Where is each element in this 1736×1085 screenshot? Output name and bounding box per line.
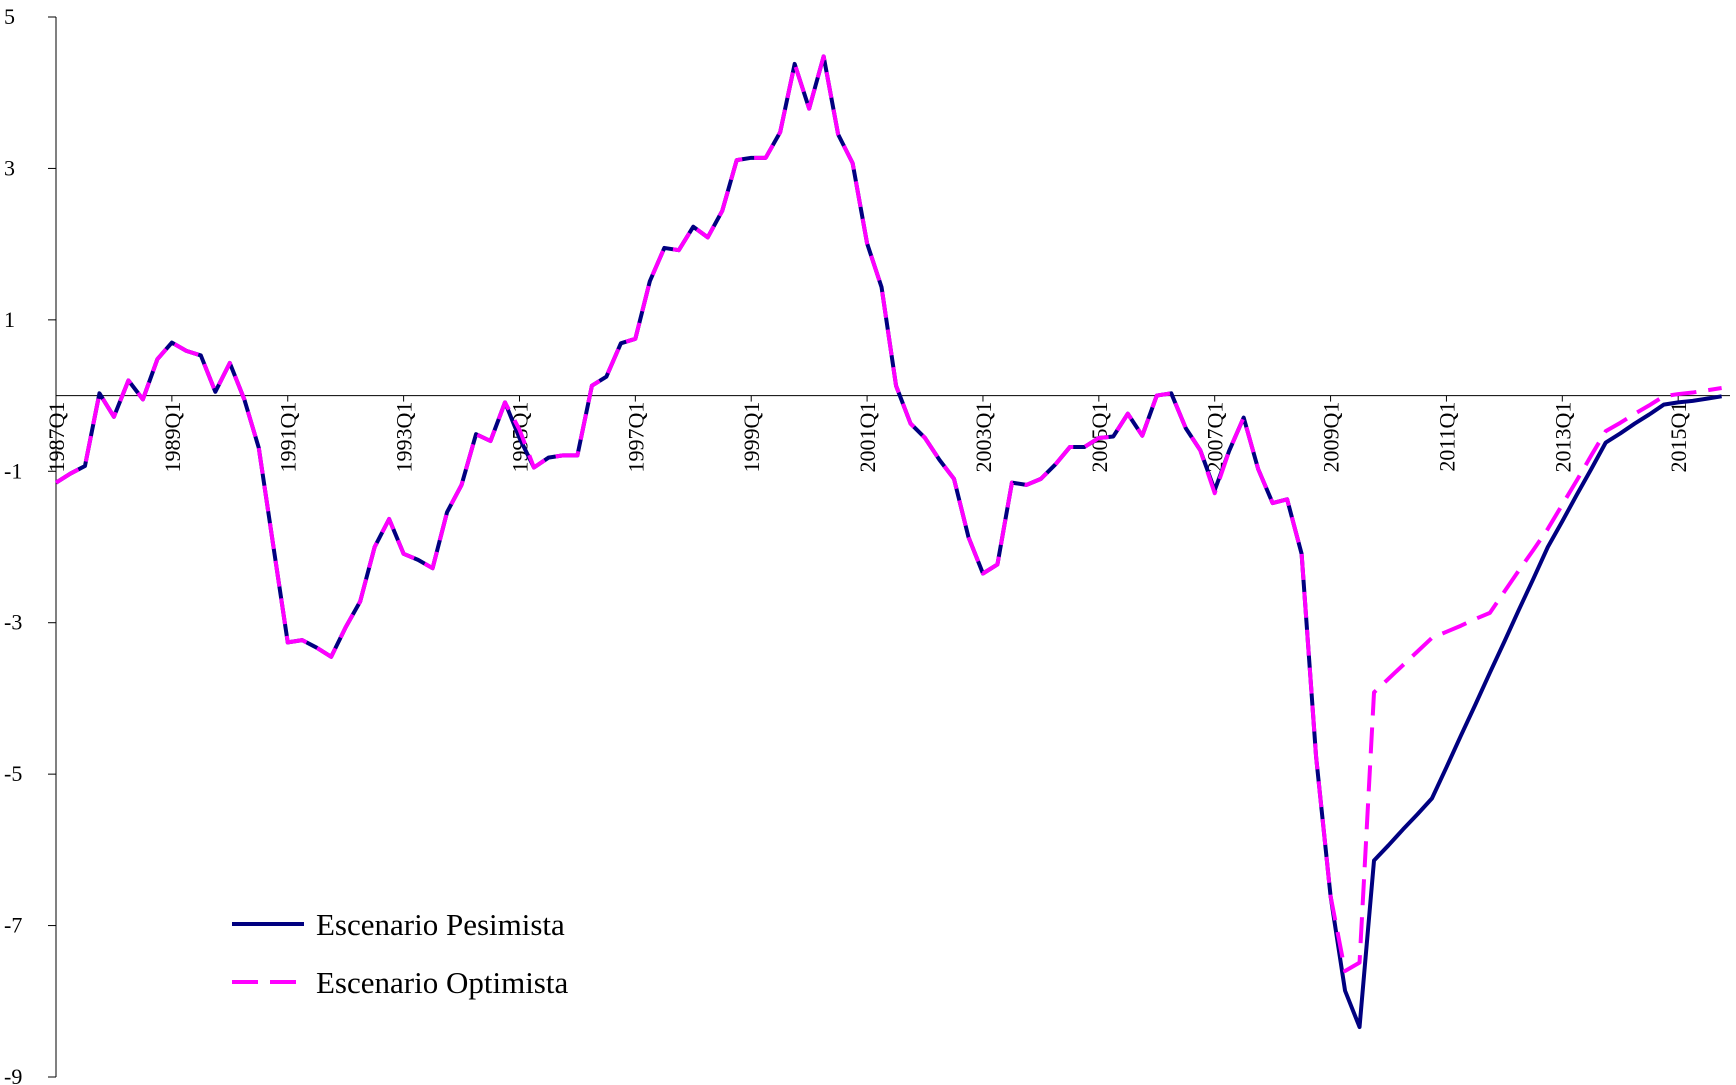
series-line [54,54,1722,1030]
y-tick-label: -7 [4,913,22,938]
y-tick-label: 1 [4,307,15,332]
x-tick-label: 1999Q1 [739,402,764,473]
x-tick-label: 2001Q1 [855,402,880,473]
y-tick-label: -1 [4,458,22,483]
x-tick-label: 2003Q1 [971,402,996,473]
x-tick-label: 1997Q1 [623,402,648,473]
x-tick-label: 1987Q1 [44,402,69,473]
legend-label: Escenario Pesimista [316,907,565,942]
y-tick-label: -5 [4,761,22,786]
x-tick-label: 2011Q1 [1434,402,1459,472]
series-line [54,54,1722,973]
x-tick-label: 1991Q1 [276,402,301,473]
x-tick-label: 2015Q1 [1666,402,1691,473]
x-tick-label: 2009Q1 [1319,402,1344,473]
y-tick-label: -9 [4,1064,22,1085]
x-tick-label: 1989Q1 [160,402,185,473]
legend-label: Escenario Optimista [316,965,568,1000]
x-tick-label: 1993Q1 [392,402,417,473]
x-tick-label: 2013Q1 [1550,402,1575,473]
y-tick-label: -3 [4,610,22,635]
y-tick-label: 3 [4,155,15,180]
y-tick-label: 5 [4,4,15,29]
